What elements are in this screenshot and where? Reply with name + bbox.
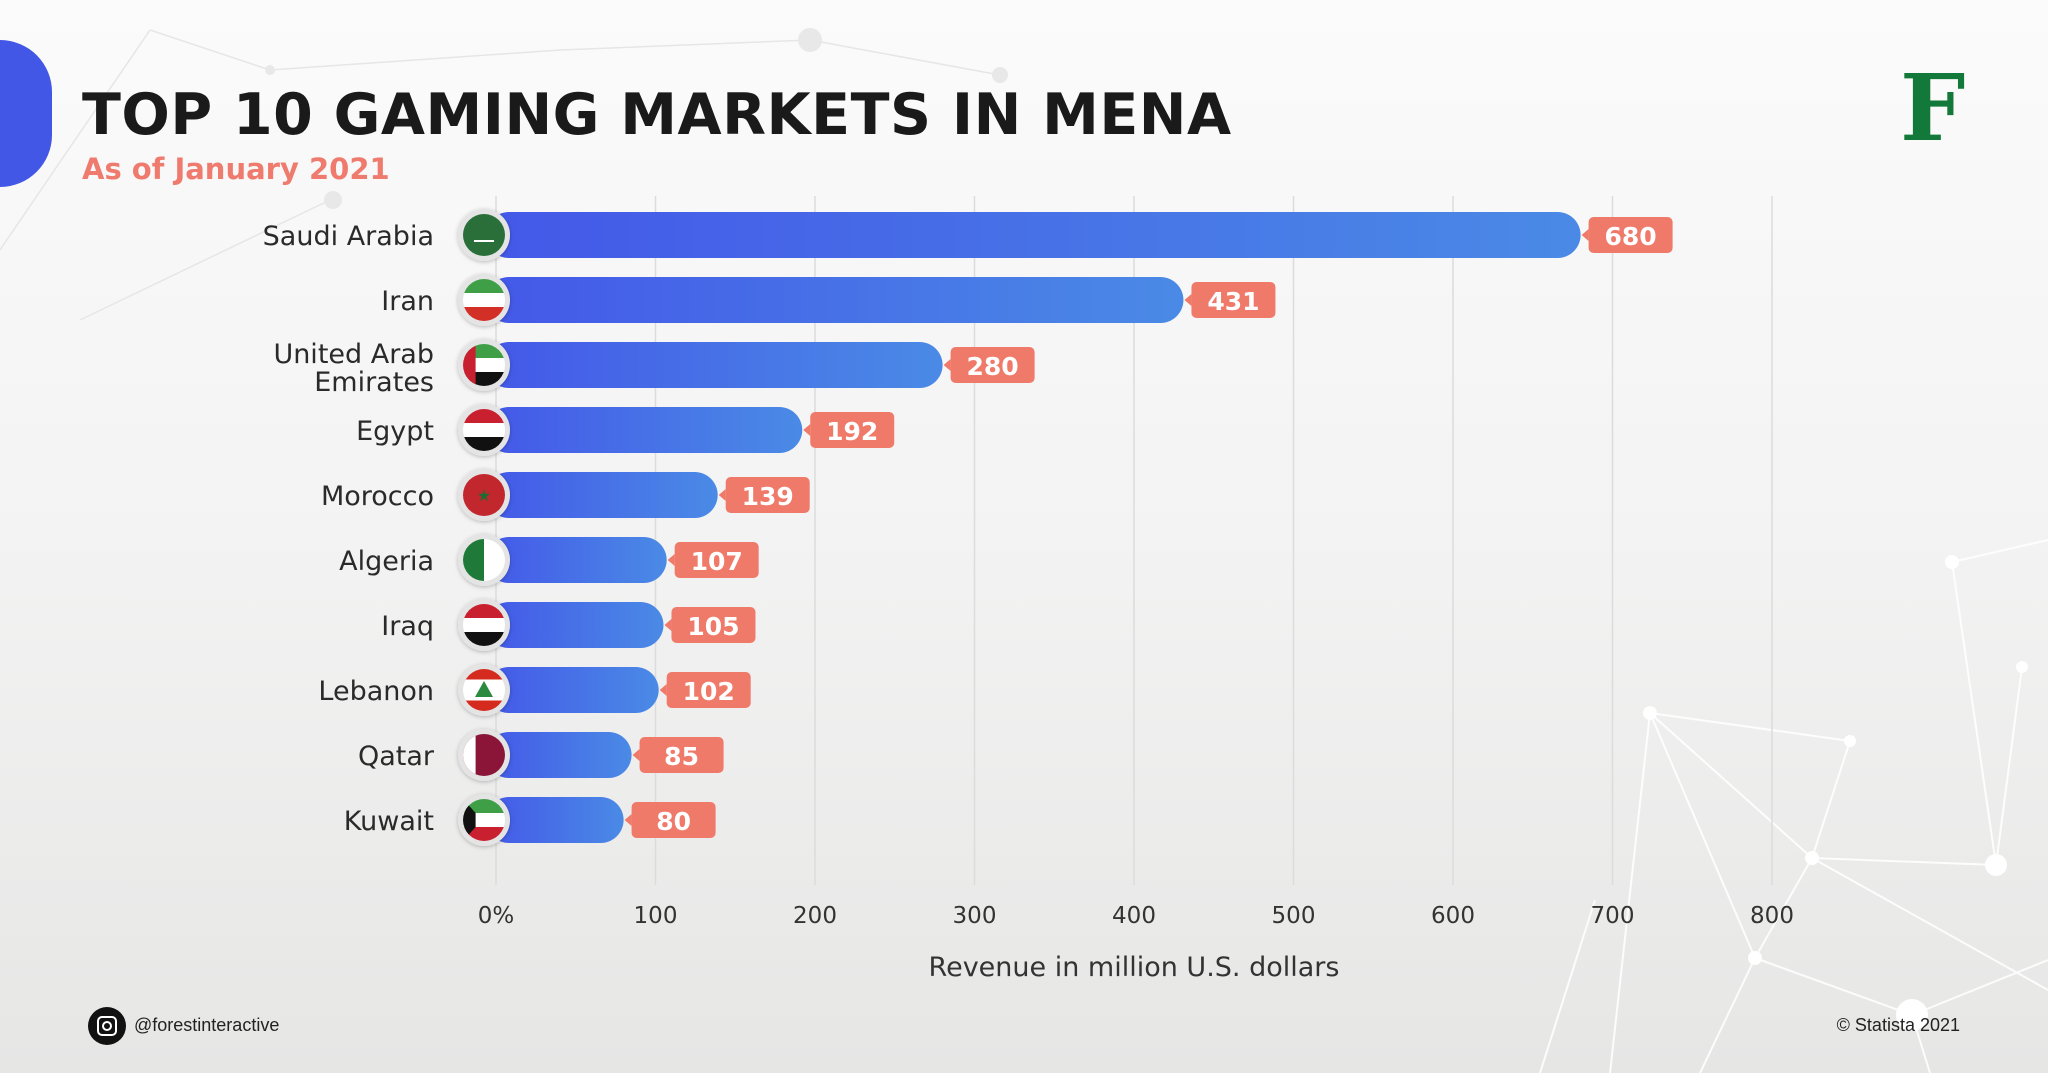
page-subtitle: As of January 2021 bbox=[82, 152, 390, 186]
category-label: Kuwait bbox=[344, 806, 434, 837]
value-label-box bbox=[674, 542, 759, 578]
bar-row: United Arab Emirates 280 bbox=[273, 339, 1035, 398]
category-label: Qatar bbox=[358, 741, 435, 772]
bar[interactable] bbox=[486, 537, 667, 583]
value-label-box bbox=[1191, 282, 1276, 318]
value-label: 105 bbox=[687, 612, 739, 641]
category-label: Egypt bbox=[356, 416, 434, 447]
category-label: Lebanon bbox=[318, 676, 434, 707]
value-label: 102 bbox=[683, 677, 735, 706]
bar-row: Kuwait 80 bbox=[344, 794, 716, 846]
flag-saudi-arabia-icon bbox=[463, 214, 505, 256]
forest-logo: F bbox=[1900, 54, 1966, 162]
value-label: 107 bbox=[691, 547, 743, 576]
bar-row: Lebanon 102 bbox=[318, 664, 751, 716]
x-tick-label: 0% bbox=[478, 903, 515, 929]
category-label: Iraq bbox=[381, 611, 434, 642]
flag-lebanon-icon bbox=[463, 669, 505, 711]
bar[interactable] bbox=[486, 472, 718, 518]
bar-row: Egypt 192 bbox=[356, 404, 895, 456]
value-label-box bbox=[631, 802, 716, 838]
category-label: Morocco bbox=[321, 481, 434, 512]
flag-kuwait-icon bbox=[463, 799, 505, 841]
value-label: 431 bbox=[1207, 287, 1259, 316]
page-title: TOP 10 GAMING MARKETS IN MENA bbox=[82, 82, 1232, 148]
x-tick-label: 100 bbox=[634, 903, 678, 929]
x-tick-label: 700 bbox=[1591, 903, 1635, 929]
value-label: 680 bbox=[1605, 222, 1657, 251]
flag-algeria-icon bbox=[463, 539, 505, 581]
value-label: 80 bbox=[656, 807, 691, 836]
x-tick-label: 400 bbox=[1112, 903, 1156, 929]
bar[interactable] bbox=[486, 602, 664, 648]
value-label-box bbox=[810, 412, 895, 448]
bar-row: Algeria 107 bbox=[339, 534, 759, 586]
source-credit: © Statista 2021 bbox=[1836, 1015, 1960, 1035]
category-label: Saudi Arabia bbox=[263, 221, 434, 252]
value-label-box bbox=[725, 477, 810, 513]
value-label: 139 bbox=[742, 482, 794, 511]
x-tick-label: 200 bbox=[793, 903, 837, 929]
value-label-box bbox=[1588, 217, 1673, 253]
bar-row: ★ Morocco 139 bbox=[321, 469, 810, 521]
value-label-box bbox=[666, 672, 751, 708]
bar-row: Iraq 105 bbox=[381, 599, 756, 651]
value-label-box bbox=[671, 607, 756, 643]
bar[interactable] bbox=[486, 667, 659, 713]
value-label-box bbox=[950, 347, 1035, 383]
category-label: United Arab Emirates bbox=[273, 339, 434, 398]
value-label: 192 bbox=[826, 417, 878, 446]
bar[interactable] bbox=[486, 732, 632, 778]
flag-egypt-icon bbox=[463, 409, 505, 451]
x-axis-title: Revenue in million U.S. dollars bbox=[929, 952, 1340, 983]
bar-row: Iran 431 bbox=[381, 274, 1276, 326]
instagram-icon bbox=[88, 1007, 126, 1045]
flag-uae-icon bbox=[463, 344, 505, 386]
flag-iran-icon bbox=[463, 279, 505, 321]
flag-qatar-icon bbox=[463, 734, 505, 776]
instagram-handle[interactable]: @forestinteractive bbox=[134, 1015, 280, 1035]
flag-morocco-icon: ★ bbox=[463, 474, 505, 516]
bar-row: Saudi Arabia 680 bbox=[263, 209, 1673, 261]
svg-text:★: ★ bbox=[477, 488, 491, 505]
bar-row: Qatar 85 bbox=[358, 729, 724, 781]
x-tick-label: 800 bbox=[1750, 903, 1794, 929]
bar[interactable] bbox=[486, 342, 943, 388]
category-label: Algeria bbox=[339, 546, 434, 577]
value-label-box bbox=[639, 737, 724, 773]
category-label: Iran bbox=[381, 286, 434, 317]
x-tick-label: 500 bbox=[1272, 903, 1316, 929]
value-label: 280 bbox=[967, 352, 1019, 381]
x-tick-label: 600 bbox=[1431, 903, 1475, 929]
bar[interactable] bbox=[486, 407, 803, 453]
accent-blob bbox=[0, 40, 52, 187]
bar[interactable] bbox=[486, 797, 624, 843]
bar[interactable] bbox=[486, 277, 1184, 323]
value-label: 85 bbox=[664, 742, 699, 771]
x-tick-label: 300 bbox=[953, 903, 997, 929]
bar[interactable] bbox=[486, 212, 1581, 258]
flag-iraq-icon bbox=[463, 604, 505, 646]
